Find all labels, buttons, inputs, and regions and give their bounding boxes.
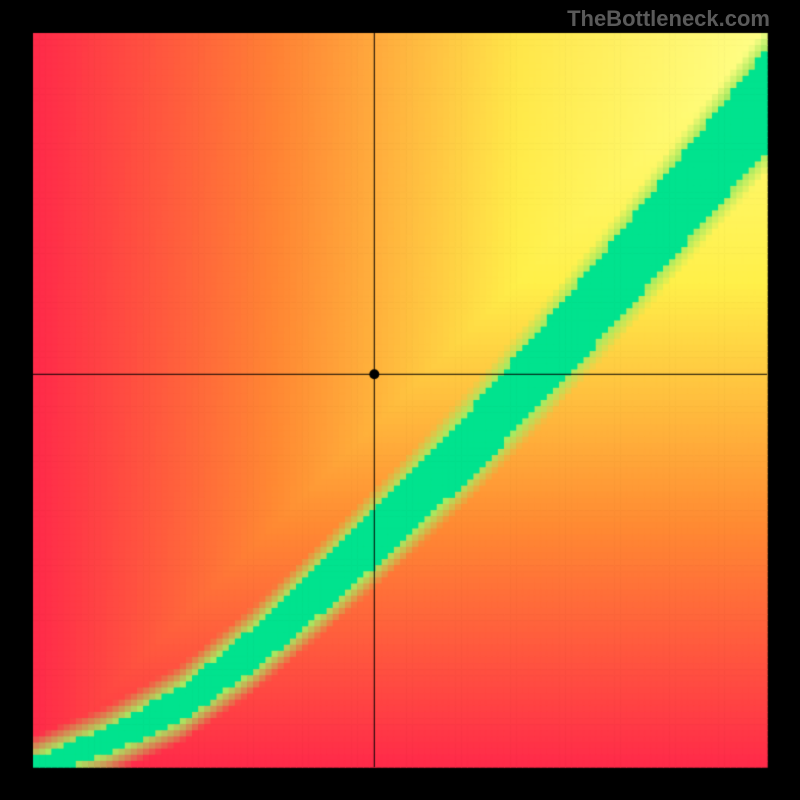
bottleneck-heatmap [0,0,800,800]
watermark-text: TheBottleneck.com [567,6,770,32]
